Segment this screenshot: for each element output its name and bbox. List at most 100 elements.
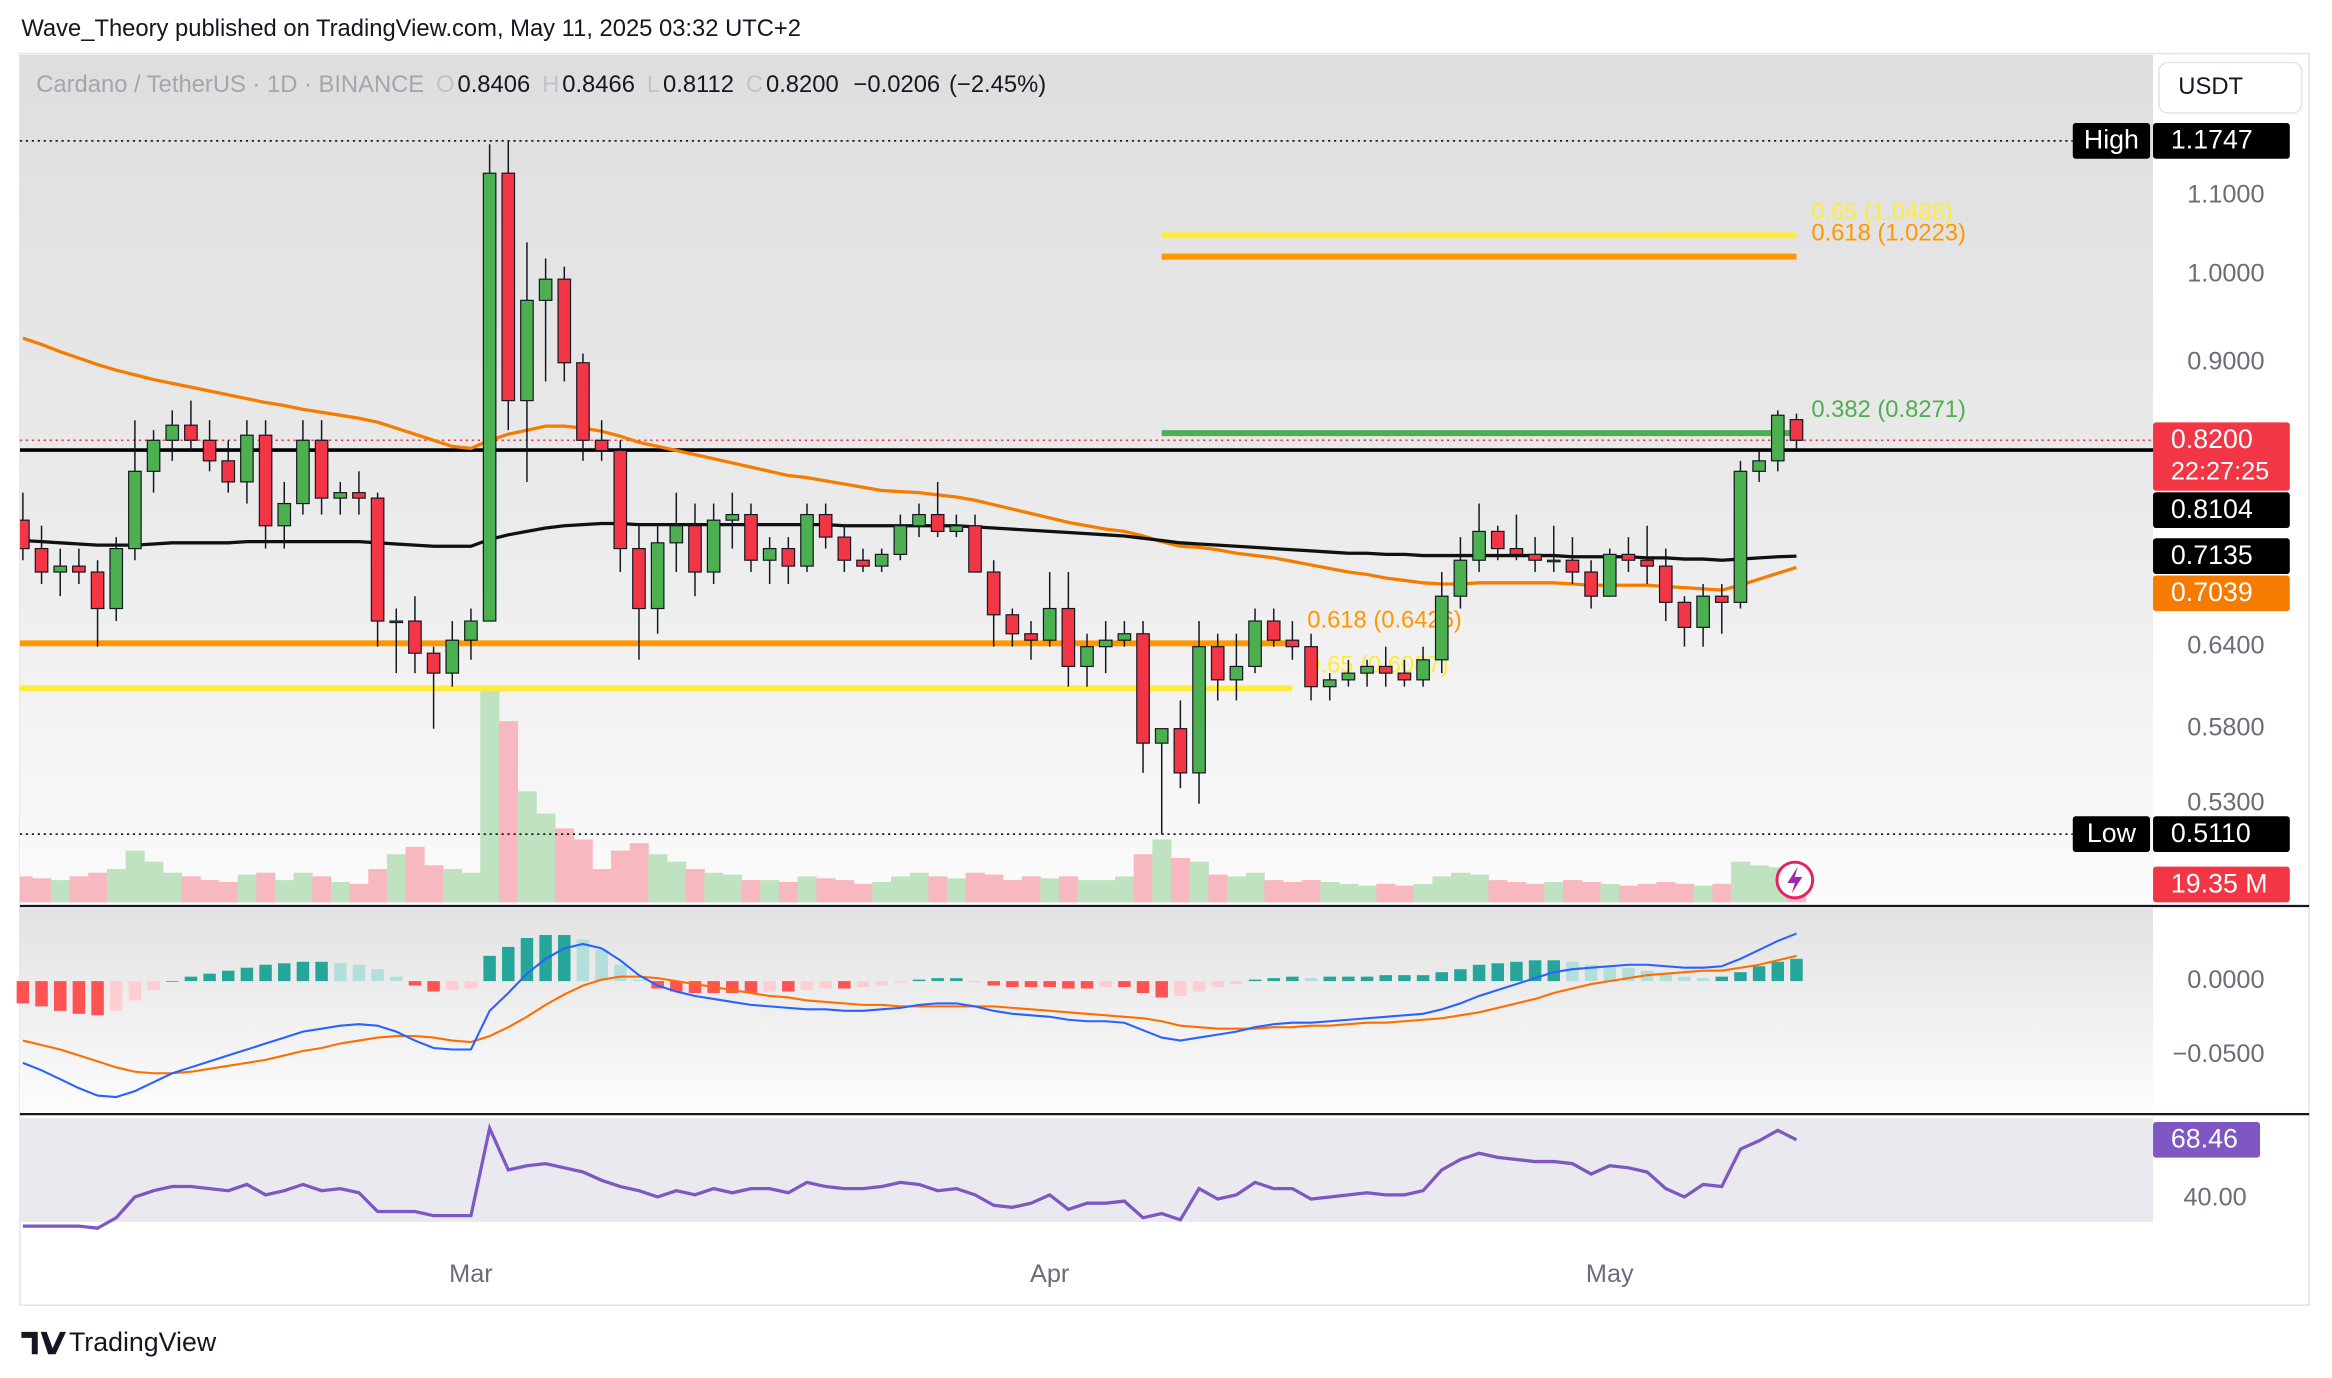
volume-bar <box>386 854 407 903</box>
candle-body <box>146 439 161 472</box>
macd-histogram-bar <box>1192 981 1206 992</box>
macd-histogram-bar <box>165 981 179 982</box>
price-badge <box>2153 538 2290 574</box>
candle-body <box>781 547 796 567</box>
macd-histogram-bar <box>483 955 496 982</box>
candle-body <box>930 513 945 533</box>
macd-histogram-bar <box>1267 978 1280 982</box>
macd-histogram-bar <box>1771 961 1785 982</box>
currency-button[interactable] <box>2158 61 2303 114</box>
candle-body <box>1360 665 1374 674</box>
macd-histogram-bar <box>1360 976 1374 982</box>
ma-line <box>22 336 1797 592</box>
price-badge-timer: 22:27:25 <box>2171 458 2269 486</box>
candle-body <box>482 172 497 622</box>
macd-histogram-bar <box>1547 960 1561 982</box>
volume-bar <box>125 850 145 903</box>
macd-histogram-bar <box>894 981 907 983</box>
candle-body <box>501 172 516 402</box>
candle-body <box>1117 633 1132 641</box>
volume-bar <box>573 839 593 903</box>
volume-bar <box>480 689 500 903</box>
candle-body <box>1509 547 1524 555</box>
volume-bar <box>424 865 444 903</box>
candle-body <box>90 571 105 610</box>
volume-bar <box>1301 880 1321 903</box>
candle-body <box>1584 571 1598 597</box>
macd-histogram-bar <box>502 946 515 982</box>
y-tick-label: 0.0000 <box>2187 966 2264 994</box>
macd-histogram-bar <box>1790 958 1803 982</box>
macd-histogram-bar <box>53 981 67 1011</box>
macd-histogram-bar <box>91 981 104 1016</box>
macd-histogram-bar <box>1752 966 1766 982</box>
icon-bolt[interactable] <box>1787 866 1803 894</box>
volume-bar <box>88 872 108 903</box>
volume-bar <box>1283 881 1303 903</box>
macd-histogram-bar <box>819 981 832 989</box>
volume-bar <box>1451 872 1471 903</box>
macd-histogram-bar <box>1528 960 1542 982</box>
macd-histogram-bar <box>464 981 478 989</box>
candle-body <box>1696 595 1710 628</box>
price-badge-label: 0.8104 <box>2171 494 2253 524</box>
macd-histogram-bar <box>968 981 982 982</box>
candle-body <box>1416 659 1430 681</box>
volume-bar <box>1507 881 1527 903</box>
legend-value: 0.8406 <box>457 71 530 98</box>
volume-bar <box>1712 883 1732 903</box>
macd-histogram-bar <box>1174 981 1187 996</box>
macd-histogram-bar <box>16 981 30 1004</box>
candle-body <box>1770 414 1785 462</box>
candle-body <box>1490 530 1505 550</box>
macd-histogram-bar <box>147 981 160 991</box>
candle-body <box>1677 601 1692 628</box>
macd-histogram-bar <box>446 981 459 991</box>
fib-label: 0.65 (1.0488) <box>1811 198 1952 225</box>
volume-bar <box>368 869 388 903</box>
macd-histogram-bar <box>72 981 86 1014</box>
macd-histogram-bar <box>1734 972 1747 982</box>
candle-body <box>520 299 534 402</box>
macd-histogram-bar <box>1678 976 1691 982</box>
macd-histogram-bar <box>1080 981 1094 989</box>
volume-bar <box>1413 883 1433 903</box>
macd-histogram-bar <box>203 973 216 982</box>
candle-body <box>408 620 422 654</box>
candle-body <box>1322 679 1337 688</box>
volume-bar <box>1264 880 1284 903</box>
price-badge <box>2153 422 2290 491</box>
volume-bar <box>536 813 556 903</box>
price-badge <box>2153 575 2290 612</box>
macd-histogram-bar <box>838 981 851 989</box>
volume-bar <box>461 872 481 903</box>
candle-body <box>1752 460 1766 472</box>
macd-histogram-bar <box>259 964 272 982</box>
volume-bar <box>106 869 127 903</box>
macd-histogram-bar <box>931 978 944 982</box>
volume-bar <box>648 854 668 903</box>
macd-histogram-bar <box>427 981 440 992</box>
candle-body <box>1789 419 1804 441</box>
macd-histogram-bar <box>1006 981 1019 988</box>
macd-histogram-bar <box>1472 964 1486 982</box>
volume-bar <box>256 872 276 903</box>
macd-histogram-bar <box>950 978 963 982</box>
macd-histogram-bar <box>1398 975 1411 982</box>
macd-histogram-bar <box>800 981 814 991</box>
volume-bar <box>1320 881 1340 903</box>
candle-body <box>1248 620 1262 668</box>
candle-body <box>725 513 740 521</box>
volume-bar <box>1563 880 1583 903</box>
candle-body <box>370 497 385 622</box>
macd-histogram-bar <box>558 935 571 982</box>
volume-bar <box>1115 876 1135 903</box>
y-tick-label: 0.9000 <box>2187 347 2264 375</box>
candle-body <box>632 547 646 610</box>
volume-bar <box>629 843 649 903</box>
candle-body <box>445 639 460 674</box>
volume-bar <box>330 881 351 903</box>
currency-label[interactable]: USDT <box>2178 73 2243 100</box>
alert-icon[interactable] <box>1775 860 1815 900</box>
